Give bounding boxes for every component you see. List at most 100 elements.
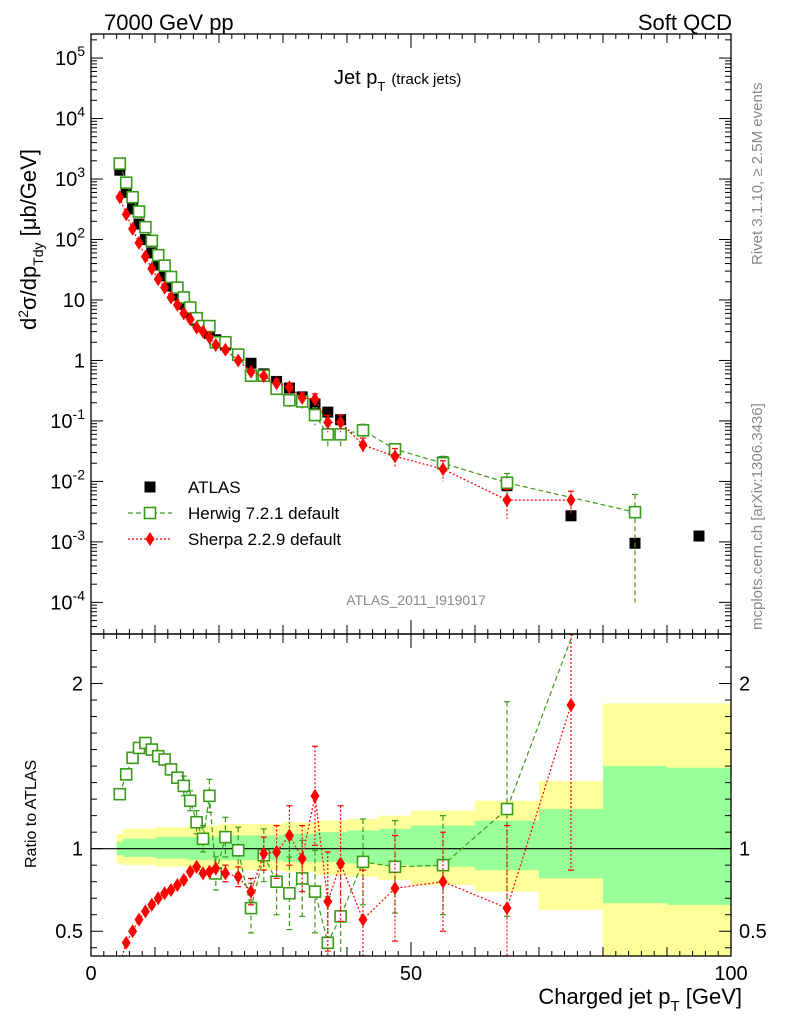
sherpa-ratio-point [166, 882, 176, 897]
sherpa-ratio-point [246, 884, 256, 899]
main-y-axis-label: d2σ/dpTdy [μb/GeV] [15, 149, 46, 330]
sherpa-ratio-point [153, 891, 163, 906]
sherpa-main-point [233, 353, 243, 368]
herwig-ratio-point [270, 875, 283, 888]
sherpa-main-point [166, 290, 176, 305]
sherpa-main-point [438, 462, 448, 477]
main-y-tick-label: 104 [55, 104, 85, 131]
herwig-ratio-point [139, 736, 152, 750]
series-layer [113, 157, 705, 956]
x-axis-label: Charged jet pT [GeV] [538, 984, 742, 1015]
sherpa-ratio-point [259, 846, 269, 861]
herwig-ratio-point [145, 743, 159, 756]
herwig-main-point [151, 248, 165, 262]
main-series-sherpa [115, 190, 576, 519]
sherpa-ratio-point [192, 859, 202, 874]
sherpa-ratio-point [134, 912, 144, 927]
herwig-ratio-point [126, 751, 139, 765]
ratio-band-inner-1 [123, 838, 155, 857]
herwig-main-point [145, 234, 159, 248]
sherpa-main-point [272, 376, 282, 391]
sherpa-ratio-point [185, 864, 195, 879]
legend-item-sherpa: Sherpa 2.2.9 default [128, 530, 341, 549]
sherpa-main-point [336, 415, 346, 430]
sherpa-ratio-point [140, 904, 150, 919]
sherpa-main-line [119, 197, 571, 501]
herwig-ratio-point [113, 787, 127, 801]
sherpa-main-point [160, 280, 170, 295]
main-y-tick-label: 10-4 [50, 587, 85, 614]
sherpa-main-point [179, 306, 189, 321]
plot-title: Jet pT (track jets) [334, 67, 461, 94]
atlas-main-point [165, 280, 177, 292]
herwig-ratio-point [158, 753, 171, 766]
ratio-y-tick-label-right: 2 [739, 674, 750, 696]
herwig-ratio-point [334, 910, 347, 923]
herwig-main-point [171, 281, 184, 294]
sherpa-ratio-point [272, 844, 282, 859]
sherpa-ratio-point [211, 861, 221, 876]
herwig-ratio-point [190, 815, 203, 829]
ratio-series-sherpa [121, 634, 576, 956]
sherpa-ratio-point [566, 698, 576, 713]
herwig-main-point [308, 408, 322, 422]
herwig-main-point [283, 393, 296, 407]
ratio-band-inner-13 [667, 767, 731, 905]
atlas-main-point [120, 186, 132, 198]
sherpa-main-point [211, 338, 221, 353]
analysis-id: ATLAS_2011_I919017 [346, 592, 486, 608]
legend-item-atlas: ATLAS [144, 478, 241, 497]
axes-layer: 10-4 10-3 10-2 10-1 1 10 102 103 104 105 0 50 100 0.5… [50, 33, 767, 985]
legend-label: ATLAS [188, 478, 241, 497]
herwig-main-point [628, 505, 642, 519]
sherpa-ratio-point [502, 901, 512, 916]
atlas-main-point [245, 357, 257, 369]
main-y-tick-label: 10-1 [50, 406, 85, 433]
herwig-ratio-point [308, 885, 322, 898]
legend-item-herwig: Herwig 7.2.1 default [128, 504, 339, 523]
sherpa-main-point [259, 369, 269, 384]
header-right: Soft QCD [638, 10, 732, 35]
ratio-band-inner-6 [315, 832, 347, 862]
herwig-ratio-point [164, 763, 178, 776]
sherpa-ratio-point [297, 851, 307, 866]
herwig-ratio-point [630, 463, 641, 474]
herwig-ratio-point [388, 860, 402, 874]
sherpa-main-point [502, 493, 512, 508]
sherpa-main-point [323, 415, 333, 430]
mcplots-label: mcplots.cern.ch [arXiv:1306.3436] [749, 403, 766, 630]
atlas-main-point [322, 406, 334, 418]
herwig-main-line [119, 163, 636, 513]
sherpa-main-point [297, 390, 307, 405]
sherpa-ratio-point [147, 897, 157, 912]
herwig-main-point [132, 205, 146, 218]
main-y-tick-label: 10-2 [50, 466, 85, 493]
legend-marker [143, 506, 157, 520]
main-y-tick-label: 103 [55, 164, 85, 191]
atlas-main-point [146, 247, 158, 259]
sherpa-main-point [390, 449, 400, 464]
herwig-main-point [356, 424, 370, 437]
herwig-main-point [119, 176, 133, 189]
herwig-main-point [500, 476, 514, 490]
sherpa-main-point [172, 297, 182, 312]
herwig-main-point [113, 157, 127, 170]
herwig-main-point [321, 428, 335, 441]
herwig-main-point [164, 270, 178, 284]
atlas-main-point [139, 234, 151, 246]
ratio-y-axis-label: Ratio to ATLAS [23, 760, 40, 868]
ratio-y-tick-label-left: 1 [72, 839, 83, 861]
atlas-main-point [152, 259, 164, 271]
main-y-tick-label: 1 [74, 350, 85, 372]
atlas-main-point [114, 164, 126, 176]
main-y-tick-label: 105 [55, 43, 85, 70]
herwig-main-point [334, 428, 347, 441]
x-tick-label: 0 [85, 963, 96, 985]
legend-label: Sherpa 2.2.9 default [188, 530, 341, 549]
atlas-main-point [693, 530, 705, 542]
herwig-ratio-point [196, 832, 210, 846]
main-y-tick-label: 10-3 [50, 527, 85, 554]
sherpa-main-point [140, 249, 150, 264]
sherpa-ratio-point [128, 924, 138, 939]
